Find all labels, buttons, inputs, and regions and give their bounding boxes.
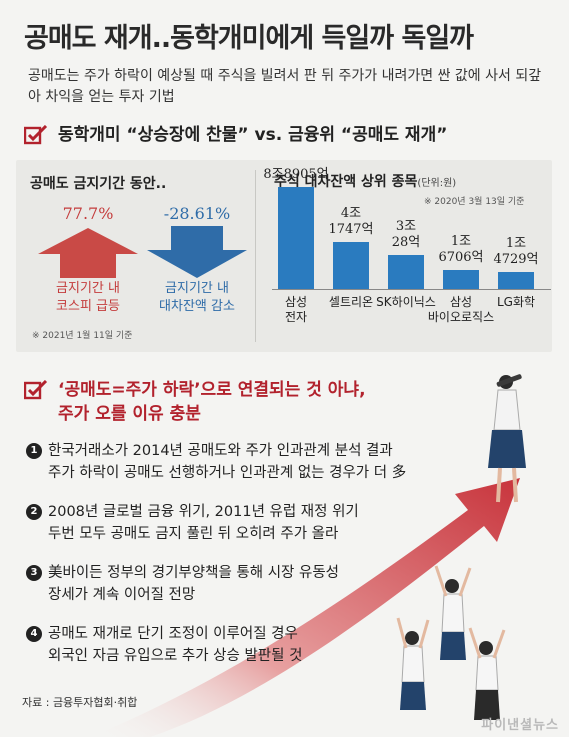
- item-line1: 한국거래소가 2014년 공매도와 주가 인과관계 분석 결과: [48, 443, 393, 459]
- item-line1: 美바이든 정부의 경기부양책을 통해 시장 유동성: [48, 565, 340, 581]
- section2-header: ‘공매도=주가 하락’으로 연결되는 것 아냐, 주가 오를 이유 충분: [24, 378, 366, 426]
- item-number: 1: [26, 443, 42, 459]
- chart-bar: [498, 272, 534, 289]
- chart-bar: [388, 254, 424, 289]
- publisher-logo: 파이낸셜뉴스: [481, 718, 559, 733]
- chart-bar: [278, 187, 314, 289]
- chart-category-label: LG화학: [496, 295, 536, 309]
- chart-bar-label: 4조 1747억: [328, 205, 374, 237]
- checkmark-icon: [24, 125, 48, 145]
- chart-bar-label: 1조 6706억: [438, 234, 484, 266]
- item-text: 2008년 글로벌 금융 위기, 2011년 유럽 재정 위기 두번 모두 공매…: [48, 501, 508, 545]
- item-text: 공매도 재개로 단기 조정이 이루어질 경우 외국인 자금 유입으로 추가 상승…: [48, 623, 508, 667]
- section2-heading-line1: ‘공매도=주가 하락’으로 연결되는 것 아냐,: [58, 380, 366, 400]
- chart-bar-label: 8조8905억: [263, 167, 329, 182]
- chart-bar: [443, 270, 479, 289]
- chart-category-label: SK하이닉스: [376, 295, 436, 309]
- section1-header: 동학개미 “상승장에 찬물” vs. 금융위 “공매도 재개”: [24, 123, 447, 147]
- page-description: 공매도는 주가 하락이 예상될 때 주식을 빌려서 판 뒤 주가가 내려가면 싼…: [28, 68, 542, 105]
- chart-unit: (단위:원): [417, 178, 457, 189]
- chart-bar-label: 1조 4729억: [493, 236, 539, 268]
- list-item: 2 2008년 글로벌 금융 위기, 2011년 유럽 재정 위기 두번 모두 …: [26, 501, 508, 545]
- page-title: 공매도 재개..동학개미에게 득일까 독일까: [24, 23, 474, 54]
- chart-title-text: 주식 대차잔액 상위 종목: [274, 174, 418, 190]
- item-line2: 장세가 계속 이어질 전망: [48, 587, 196, 603]
- chart-title: 주식 대차잔액 상위 종목(단위:원): [274, 171, 456, 191]
- item-text: 한국거래소가 2014년 공매도와 주가 인과관계 분석 결과 주가 하락이 공…: [48, 440, 508, 484]
- down-arrow-icon: [147, 226, 247, 278]
- list-item: 1 한국거래소가 2014년 공매도와 주가 인과관계 분석 결과 주가 하락이…: [26, 440, 508, 484]
- chart-bar: [333, 241, 369, 289]
- left-panel-title: 공매도 금지기간 동안..: [30, 176, 167, 192]
- chart-baseline: [272, 289, 551, 290]
- panel-divider: [255, 170, 256, 342]
- supporting-figures-icon: [396, 565, 506, 720]
- left-panel-note: ※ 2021년 1월 11일 기준: [32, 331, 133, 341]
- item-text: 美바이든 정부의 경기부양책을 통해 시장 유동성 장세가 계속 이어질 전망: [48, 562, 508, 606]
- kospi-label: 금지기간 내 코스피 급등: [33, 280, 143, 316]
- item-line1: 2008년 글로벌 금융 위기, 2011년 유럽 재정 위기: [48, 504, 359, 520]
- lending-label: 금지기간 내 대차잔액 감소: [142, 280, 252, 316]
- item-line1: 공매도 재개로 단기 조정이 이루어질 경우: [48, 626, 298, 642]
- chart-category-label: 삼성 전자: [284, 295, 308, 324]
- telescope-figure-icon: [488, 374, 526, 503]
- list-item: 3 美바이든 정부의 경기부양책을 통해 시장 유동성 장세가 계속 이어질 전…: [26, 562, 508, 606]
- red-arrow-shape: [90, 478, 520, 737]
- source-note: 자료 : 금융투자협회·취합: [22, 696, 138, 709]
- up-arrow-icon: [38, 228, 138, 278]
- section2-heading-line2: 주가 오를 이유 충분: [58, 404, 201, 424]
- rising-arrow-illustration: [90, 374, 526, 737]
- kospi-label-line2: 코스피 급등: [56, 299, 120, 314]
- item-number: 3: [26, 565, 42, 581]
- kospi-label-line1: 금지기간 내: [56, 281, 120, 296]
- chart-category-label: 삼성 바이오로직스: [427, 295, 495, 324]
- item-number: 4: [26, 626, 42, 642]
- item-line2: 두번 모두 공매도 금지 풀린 뒤 오히려 주가 올라: [48, 526, 339, 542]
- checkmark-icon: [24, 380, 48, 400]
- chart-note: ※ 2020년 3월 13일 기준: [424, 197, 525, 207]
- data-panel: 공매도 금지기간 동안.. 77.7% 금지기간 내 코스피 급등 -28.61…: [16, 160, 552, 352]
- lending-label-line1: 금지기간 내: [165, 281, 229, 296]
- item-line2: 주가 하락이 공매도 선행하거나 인과관계 없는 경우가 더 多: [48, 465, 407, 481]
- kospi-change-value: 77.7%: [62, 204, 114, 223]
- item-line2: 외국인 자금 유입으로 추가 상승 발판될 것: [48, 648, 303, 664]
- section1-heading: 동학개미 “상승장에 찬물” vs. 금융위 “공매도 재개”: [58, 125, 448, 145]
- chart-bar-label: 3조 28억: [391, 218, 421, 250]
- section2-heading: ‘공매도=주가 하락’으로 연결되는 것 아냐, 주가 오를 이유 충분: [58, 378, 366, 426]
- lending-change-value: -28.61%: [163, 204, 231, 223]
- chart-category-label: 셀트리온: [328, 295, 374, 309]
- item-number: 2: [26, 504, 42, 520]
- list-item: 4 공매도 재개로 단기 조정이 이루어질 경우 외국인 자금 유입으로 추가 …: [26, 623, 508, 667]
- lending-label-line2: 대차잔액 감소: [159, 299, 235, 314]
